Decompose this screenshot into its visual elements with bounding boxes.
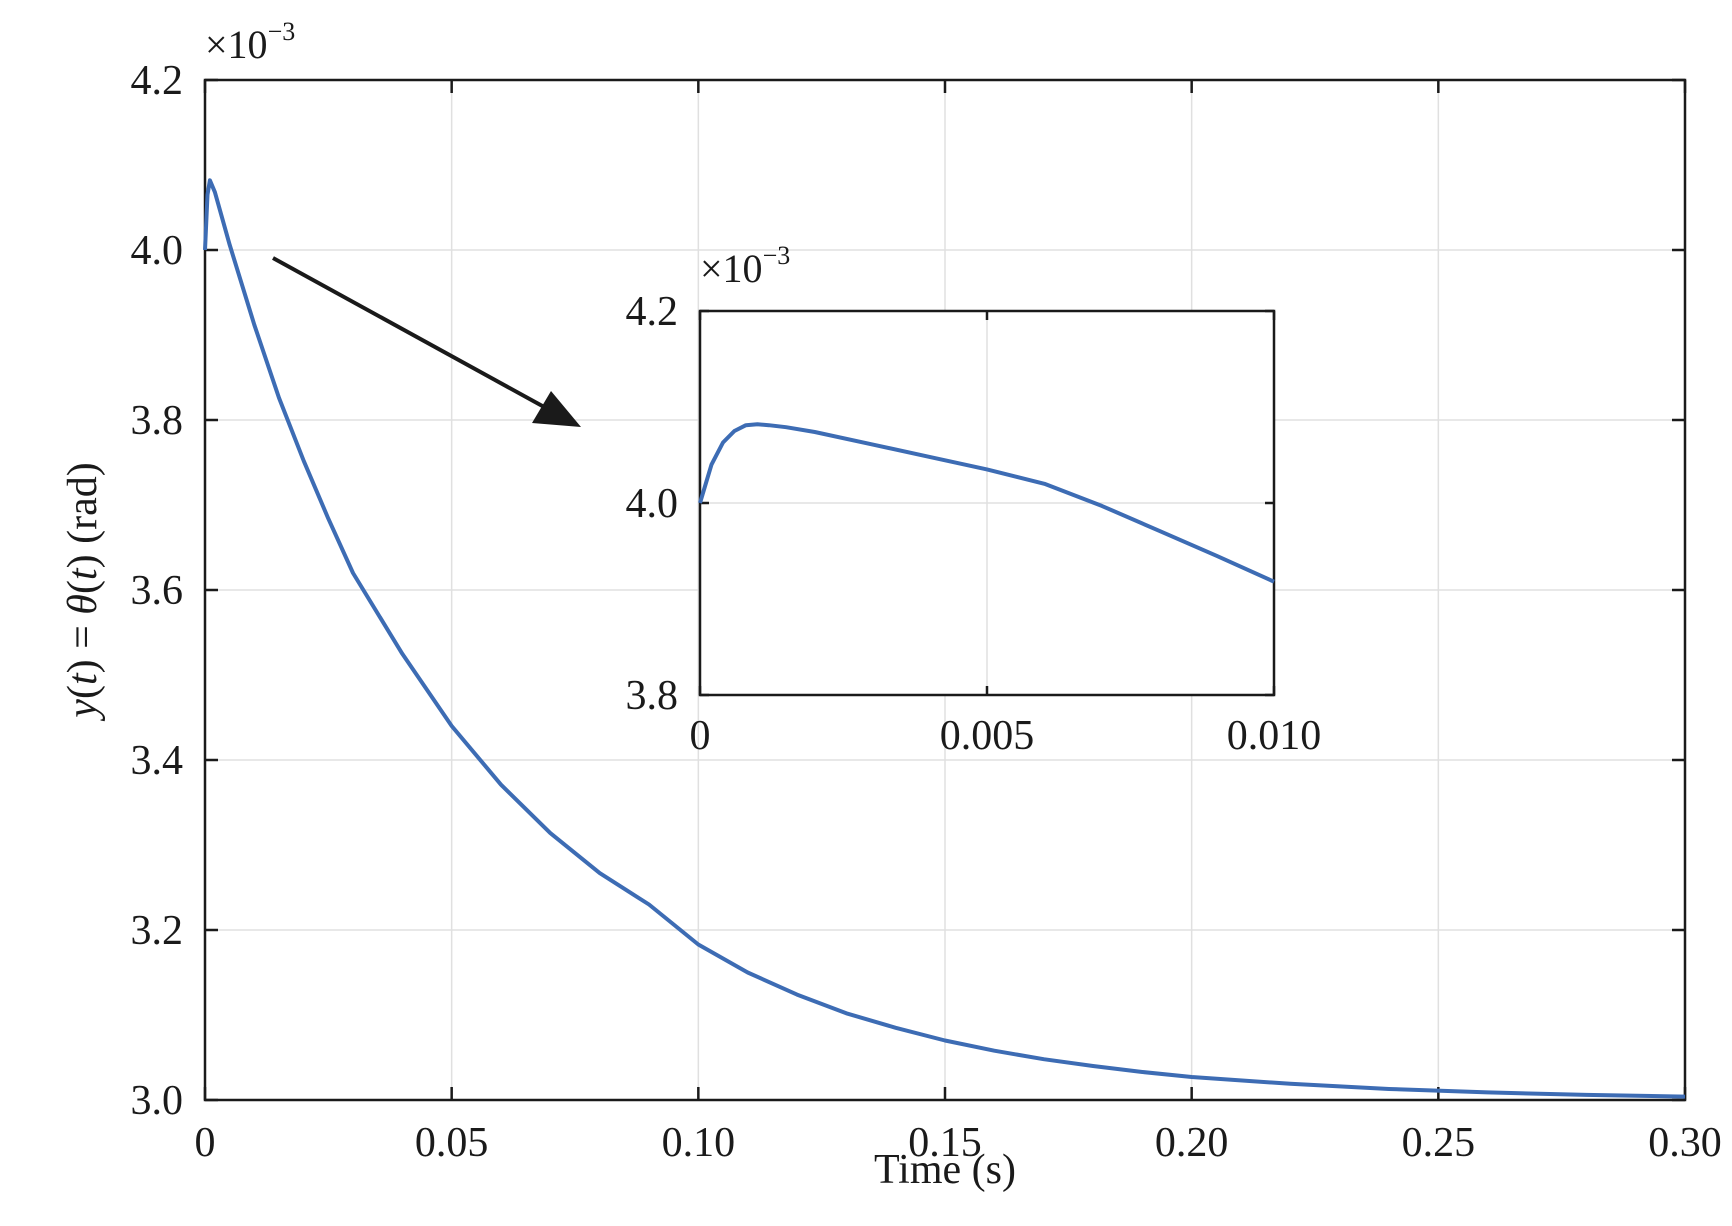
main-series-line xyxy=(203,178,1686,1099)
main-y-tick-label: 4.2 xyxy=(131,58,184,104)
zoom-arrow-shaft xyxy=(272,256,547,410)
inset-plot: 0 0.005 0.010 3.8 4.0 4.2 ×10−3 xyxy=(626,241,1322,759)
inset-y-multiplier: ×10−3 xyxy=(700,241,790,291)
y-axis-title-unit: ) (rad) xyxy=(60,462,106,568)
inset-x-tick-label: 0.005 xyxy=(940,713,1035,759)
y-axis-title-paren: ( xyxy=(60,685,106,699)
inset-series-line xyxy=(698,422,1275,584)
main-tick-labels: 0 0.05 0.10 0.15 0.20 0.25 0.30 3.0 3.2 3.4 3.6 3.8… xyxy=(131,58,1722,1166)
y-axis-title-theta: θ xyxy=(60,594,106,615)
y-axis-title-t2: t xyxy=(60,567,106,580)
inset-y-tick-label: 4.0 xyxy=(626,481,679,527)
main-x-tick-label: 0.05 xyxy=(415,1120,489,1166)
y-axis-title-y: y xyxy=(60,699,106,722)
main-x-tick-label: 0.15 xyxy=(908,1120,982,1166)
main-x-tick-label: 0.25 xyxy=(1402,1120,1476,1166)
inset-x-tick-label: 0 xyxy=(690,713,711,759)
y-axis-title-eq: ) = xyxy=(60,615,106,674)
main-x-tick-label: 0.20 xyxy=(1155,1120,1229,1166)
zoom-arrow xyxy=(272,256,581,427)
y-axis-title-paren2: ( xyxy=(60,580,106,594)
y-axis-title: y(t) = θ(t) (rad) xyxy=(60,462,106,721)
x-axis-title: Time (s) xyxy=(874,1147,1016,1193)
zoom-arrow-head xyxy=(532,391,581,427)
main-y-tick-label: 3.2 xyxy=(131,908,184,954)
main-y-tick-label: 3.6 xyxy=(131,568,184,614)
y-axis-title-t1: t xyxy=(60,672,106,685)
main-plot-frame xyxy=(203,78,1687,1102)
main-x-tick-label: 0.10 xyxy=(662,1120,736,1166)
inset-y-tick-label: 3.8 xyxy=(626,673,679,719)
main-y-multiplier: ×10−3 xyxy=(205,17,295,67)
main-y-multiplier-exponent: −3 xyxy=(268,17,296,46)
main-y-tick-label: 3.4 xyxy=(131,738,184,784)
main-y-tick-label: 3.8 xyxy=(131,398,184,444)
main-y-tick-label: 3.0 xyxy=(131,1078,184,1124)
main-plot: 0 0.05 0.10 0.15 0.20 0.25 0.30 3.0 3.2 3.4 3.6 3.8… xyxy=(60,17,1722,1193)
main-x-tick-label: 0 xyxy=(195,1120,216,1166)
inset-y-multiplier-base: ×10 xyxy=(700,246,763,291)
main-y-tick-label: 4.0 xyxy=(131,228,184,274)
inset-y-tick-label: 4.2 xyxy=(626,289,679,335)
inset-y-multiplier-exponent: −3 xyxy=(763,241,791,270)
main-y-multiplier-base: ×10 xyxy=(205,22,268,67)
main-x-tick-label: 0.30 xyxy=(1648,1120,1722,1166)
inset-tick-labels: 0 0.005 0.010 3.8 4.0 4.2 xyxy=(626,289,1322,759)
inset-x-tick-label: 0.010 xyxy=(1227,713,1322,759)
